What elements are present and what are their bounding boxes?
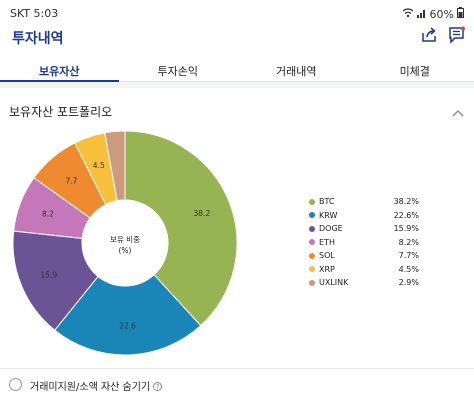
legend-dot [309, 266, 315, 273]
battery-percent: 60% [429, 7, 454, 21]
legend-name: SOL [319, 251, 335, 261]
panel-separator [0, 82, 474, 88]
legend-item: XRP 4.5% [309, 263, 419, 277]
hide-small-assets-radio[interactable] [9, 378, 22, 391]
tab-transactions[interactable]: 거래내역 [276, 65, 317, 78]
legend-percent: 7.7% [398, 251, 419, 261]
legend-name: UXLINK [319, 278, 349, 288]
page-title: 투자내역 [12, 31, 64, 47]
legend-item: ETH 8.2% [309, 236, 419, 250]
tab-profit-loss[interactable]: 투자손익 [157, 65, 198, 78]
legend-name: XRP [319, 264, 335, 274]
legend-item: UXLINK 2.9% [309, 276, 419, 290]
status-time: SKT 5:03 [10, 7, 59, 20]
legend-dot [309, 225, 315, 232]
bottom-options-bar: 거래미지원/소액 자산 숨기기? [0, 368, 474, 401]
tab-pending-orders[interactable]: 미체결 [399, 65, 430, 78]
legend-name: BTC [319, 197, 335, 207]
legend-dot [309, 252, 315, 259]
wifi-icon [402, 7, 414, 21]
legend-percent: 2.9% [398, 278, 419, 288]
legend-name: ETH [319, 237, 335, 247]
tab-bar: 보유자산 투자손익 거래내역 미체결 [0, 54, 474, 82]
legend-percent: 4.5% [398, 264, 419, 274]
chevron-up-icon[interactable] [452, 102, 464, 121]
legend-percent: 22.6% [393, 210, 419, 220]
status-indicators: 60% [402, 7, 464, 21]
share-icon[interactable] [420, 26, 438, 48]
hide-small-assets-label[interactable]: 거래미지원/소액 자산 숨기기? [30, 378, 163, 393]
battery-icon [457, 7, 464, 21]
legend-item: KRW 22.6% [309, 209, 419, 223]
app-bar: 투자내역 [0, 26, 474, 54]
legend-dot [309, 198, 315, 205]
chart-legend: BTC 38.2% KRW 22.6% DOGE 15.9% ETH 8.2% SOL 7… [309, 195, 419, 290]
legend-percent: 38.2% [393, 197, 419, 207]
legend-item: BTC 38.2% [309, 195, 419, 209]
legend-dot [309, 279, 315, 286]
portfolio-header: 보유자산 포트폴리오 [9, 105, 113, 119]
legend-item: SOL 7.7% [309, 249, 419, 263]
legend-percent: 8.2% [398, 237, 419, 247]
legend-percent: 15.9% [393, 224, 419, 234]
legend-dot [309, 239, 315, 246]
legend-name: KRW [319, 210, 338, 220]
legend-dot [309, 212, 315, 219]
status-bar: SKT 5:03 60% [0, 0, 474, 26]
help-icon[interactable]: ? [153, 382, 163, 391]
tab-holdings[interactable]: 보유자산 [0, 54, 119, 82]
legend-item: DOGE 15.9% [309, 222, 419, 236]
hide-small-assets-text: 거래미지원/소액 자산 숨기기 [30, 382, 151, 393]
signal-icon [416, 8, 427, 21]
chat-icon[interactable] [448, 26, 466, 48]
legend-name: DOGE [319, 224, 343, 234]
